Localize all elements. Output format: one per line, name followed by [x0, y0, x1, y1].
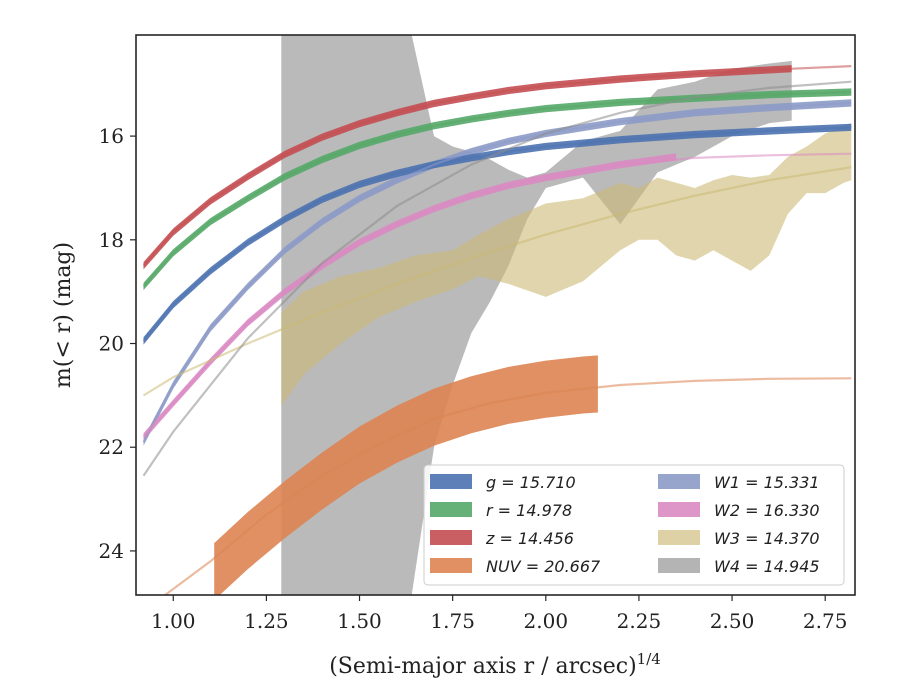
legend-swatch-g — [430, 474, 472, 489]
model-r — [142, 90, 852, 288]
legend-swatch-w3 — [658, 530, 700, 545]
y-tick-label: 20 — [99, 332, 124, 356]
legend-swatch-w1 — [658, 474, 700, 489]
model-nuv — [163, 377, 852, 595]
x-tick-label: 2.00 — [524, 609, 569, 633]
x-axis-label: (Semi-major axis r / arcsec)1/4 — [329, 650, 661, 679]
model-w1 — [142, 101, 852, 443]
model-w3 — [142, 166, 852, 397]
x-axis-ticks: 1.00 1.25 1.50 1.75 2.00 2.25 2.50 2.75 — [151, 595, 847, 633]
legend-label-r: r = 14.978 — [486, 501, 572, 520]
model-curves — [142, 65, 852, 595]
model-w2 — [142, 152, 852, 438]
legend-swatch-r — [430, 502, 472, 517]
x-tick-label: 2.75 — [803, 609, 848, 633]
model-g — [142, 126, 852, 342]
legend-label-w1: W1 = 15.331 — [714, 473, 820, 492]
model-w4 — [142, 80, 852, 477]
x-tick-label: 2.25 — [617, 609, 662, 633]
x-tick-label: 1.75 — [430, 609, 475, 633]
y-axis-label: m(< r) (mag) — [51, 242, 76, 388]
legend-frame — [423, 464, 845, 586]
legend-swatch-z — [430, 530, 472, 545]
x-tick-label: 1.50 — [337, 609, 382, 633]
y-tick-label: 18 — [99, 228, 124, 252]
legend-swatch-w2 — [658, 502, 700, 517]
legend-swatch-nuv — [430, 558, 472, 573]
legend-label-w4: W4 = 14.945 — [714, 557, 820, 576]
legend-label-w2: W2 = 16.330 — [714, 501, 820, 520]
legend-swatch-w4 — [658, 558, 700, 573]
plot-frame — [135, 34, 856, 596]
legend-label-w3: W3 = 14.370 — [714, 529, 820, 548]
legend-label-z: z = 14.456 — [485, 529, 574, 548]
y-tick-label: 16 — [99, 124, 124, 148]
x-tick-label: 1.25 — [244, 609, 289, 633]
y-tick-label: 22 — [99, 435, 124, 459]
y-tick-label: 24 — [99, 539, 124, 563]
band-nuv — [214, 355, 598, 595]
y-axis-ticks: 16 18 20 22 24 — [99, 124, 136, 563]
legend-label-nuv: NUV = 20.667 — [486, 557, 601, 576]
x-tick-label: 1.00 — [151, 609, 196, 633]
legend-label-g: g = 15.710 — [486, 473, 576, 492]
x-tick-label: 2.50 — [710, 609, 755, 633]
model-z — [142, 65, 852, 267]
legend: g = 15.710 r = 14.978 z = 14.456 NUV = 20.6… — [423, 464, 845, 586]
